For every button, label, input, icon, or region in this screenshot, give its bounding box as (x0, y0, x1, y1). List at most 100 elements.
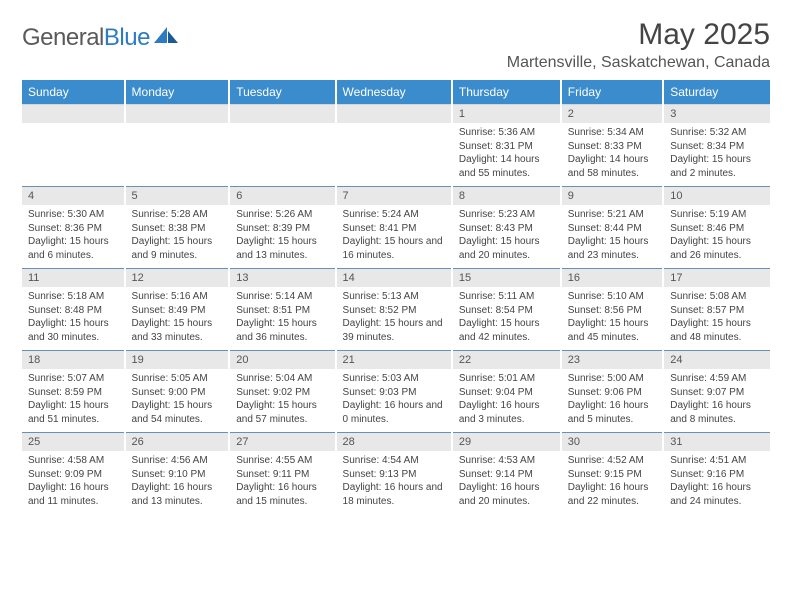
sunrise-line: Sunrise: 4:58 AM (28, 454, 118, 468)
sunset-line: Sunset: 8:52 PM (343, 304, 445, 318)
day-content-cell: Sunrise: 5:10 AMSunset: 8:56 PMDaylight:… (561, 287, 664, 351)
day-number-cell: 29 (452, 433, 561, 452)
daylight-line: Daylight: 15 hours and 33 minutes. (132, 317, 223, 344)
calendar-body: 123Sunrise: 5:36 AMSunset: 8:31 PMDaylig… (22, 105, 770, 515)
sunset-line: Sunset: 8:36 PM (28, 222, 118, 236)
sunrise-line: Sunrise: 5:16 AM (132, 290, 223, 304)
sunrise-line: Sunrise: 5:36 AM (459, 126, 554, 140)
logo: GeneralBlue (22, 18, 180, 52)
sunset-line: Sunset: 8:49 PM (132, 304, 223, 318)
day-content-row: Sunrise: 4:58 AMSunset: 9:09 PMDaylight:… (22, 451, 770, 514)
sunrise-line: Sunrise: 5:01 AM (459, 372, 554, 386)
sunset-line: Sunset: 9:13 PM (343, 468, 445, 482)
day-number-cell: 4 (22, 187, 125, 206)
day-number-cell: 26 (125, 433, 230, 452)
sunset-line: Sunset: 9:16 PM (670, 468, 764, 482)
weekday-header-row: Sunday Monday Tuesday Wednesday Thursday… (22, 80, 770, 105)
weekday-header: Tuesday (229, 80, 335, 105)
daylight-line: Daylight: 16 hours and 20 minutes. (459, 481, 554, 508)
sunrise-line: Sunrise: 4:56 AM (132, 454, 223, 468)
daylight-line: Daylight: 15 hours and 26 minutes. (670, 235, 764, 262)
day-number-cell: 5 (125, 187, 230, 206)
day-number-cell: 30 (561, 433, 664, 452)
day-content-cell: Sunrise: 5:05 AMSunset: 9:00 PMDaylight:… (125, 369, 230, 433)
sunset-line: Sunset: 8:39 PM (236, 222, 328, 236)
day-number-cell: 13 (229, 269, 335, 288)
day-content-cell: Sunrise: 5:24 AMSunset: 8:41 PMDaylight:… (336, 205, 452, 269)
day-content-cell: Sunrise: 4:58 AMSunset: 9:09 PMDaylight:… (22, 451, 125, 514)
day-content-cell: Sunrise: 5:14 AMSunset: 8:51 PMDaylight:… (229, 287, 335, 351)
day-content-cell: Sunrise: 5:28 AMSunset: 8:38 PMDaylight:… (125, 205, 230, 269)
sunrise-line: Sunrise: 4:59 AM (670, 372, 764, 386)
sunrise-line: Sunrise: 5:18 AM (28, 290, 118, 304)
sunset-line: Sunset: 9:06 PM (568, 386, 657, 400)
sunset-line: Sunset: 9:15 PM (568, 468, 657, 482)
day-number-cell (229, 105, 335, 124)
day-number-cell: 14 (336, 269, 452, 288)
weekday-header: Wednesday (336, 80, 452, 105)
day-content-cell (336, 123, 452, 187)
sunset-line: Sunset: 8:38 PM (132, 222, 223, 236)
day-number-row: 11121314151617 (22, 269, 770, 288)
day-content-cell: Sunrise: 5:01 AMSunset: 9:04 PMDaylight:… (452, 369, 561, 433)
day-content-cell (22, 123, 125, 187)
sunset-line: Sunset: 9:14 PM (459, 468, 554, 482)
day-content-cell: Sunrise: 5:30 AMSunset: 8:36 PMDaylight:… (22, 205, 125, 269)
sunset-line: Sunset: 8:59 PM (28, 386, 118, 400)
sunset-line: Sunset: 8:31 PM (459, 140, 554, 154)
day-number-cell (22, 105, 125, 124)
day-content-cell: Sunrise: 5:21 AMSunset: 8:44 PMDaylight:… (561, 205, 664, 269)
day-number-row: 123 (22, 105, 770, 124)
sunrise-line: Sunrise: 4:52 AM (568, 454, 657, 468)
daylight-line: Daylight: 15 hours and 2 minutes. (670, 153, 764, 180)
sunrise-line: Sunrise: 5:11 AM (459, 290, 554, 304)
day-content-cell: Sunrise: 5:04 AMSunset: 9:02 PMDaylight:… (229, 369, 335, 433)
day-content-cell: Sunrise: 5:32 AMSunset: 8:34 PMDaylight:… (663, 123, 770, 187)
day-number-row: 45678910 (22, 187, 770, 206)
day-content-cell: Sunrise: 5:00 AMSunset: 9:06 PMDaylight:… (561, 369, 664, 433)
day-content-cell: Sunrise: 4:59 AMSunset: 9:07 PMDaylight:… (663, 369, 770, 433)
day-number-cell: 31 (663, 433, 770, 452)
day-content-row: Sunrise: 5:30 AMSunset: 8:36 PMDaylight:… (22, 205, 770, 269)
sunrise-line: Sunrise: 5:10 AM (568, 290, 657, 304)
sunrise-line: Sunrise: 4:53 AM (459, 454, 554, 468)
sunrise-line: Sunrise: 5:04 AM (236, 372, 328, 386)
sunset-line: Sunset: 9:10 PM (132, 468, 223, 482)
sunrise-line: Sunrise: 5:05 AM (132, 372, 223, 386)
daylight-line: Daylight: 15 hours and 54 minutes. (132, 399, 223, 426)
day-content-cell: Sunrise: 5:16 AMSunset: 8:49 PMDaylight:… (125, 287, 230, 351)
day-content-cell: Sunrise: 5:26 AMSunset: 8:39 PMDaylight:… (229, 205, 335, 269)
daylight-line: Daylight: 15 hours and 6 minutes. (28, 235, 118, 262)
daylight-line: Daylight: 15 hours and 42 minutes. (459, 317, 554, 344)
daylight-line: Daylight: 16 hours and 0 minutes. (343, 399, 445, 426)
daylight-line: Daylight: 15 hours and 57 minutes. (236, 399, 328, 426)
sunset-line: Sunset: 8:57 PM (670, 304, 764, 318)
day-number-cell: 27 (229, 433, 335, 452)
daylight-line: Daylight: 15 hours and 39 minutes. (343, 317, 445, 344)
sunrise-line: Sunrise: 5:23 AM (459, 208, 554, 222)
daylight-line: Daylight: 15 hours and 45 minutes. (568, 317, 657, 344)
daylight-line: Daylight: 15 hours and 48 minutes. (670, 317, 764, 344)
sunrise-line: Sunrise: 5:34 AM (568, 126, 657, 140)
day-content-cell (229, 123, 335, 187)
day-number-cell: 22 (452, 351, 561, 370)
day-number-cell: 8 (452, 187, 561, 206)
sunrise-line: Sunrise: 5:14 AM (236, 290, 328, 304)
day-content-cell: Sunrise: 5:19 AMSunset: 8:46 PMDaylight:… (663, 205, 770, 269)
day-number-cell: 21 (336, 351, 452, 370)
sunset-line: Sunset: 8:54 PM (459, 304, 554, 318)
day-number-cell: 1 (452, 105, 561, 124)
sunset-line: Sunset: 8:43 PM (459, 222, 554, 236)
day-content-cell: Sunrise: 5:36 AMSunset: 8:31 PMDaylight:… (452, 123, 561, 187)
weekday-header: Monday (125, 80, 230, 105)
location-subtitle: Martensville, Saskatchewan, Canada (507, 54, 770, 72)
daylight-line: Daylight: 14 hours and 55 minutes. (459, 153, 554, 180)
daylight-line: Daylight: 16 hours and 11 minutes. (28, 481, 118, 508)
sunset-line: Sunset: 8:48 PM (28, 304, 118, 318)
sunrise-line: Sunrise: 4:55 AM (236, 454, 328, 468)
daylight-line: Daylight: 15 hours and 36 minutes. (236, 317, 328, 344)
sunrise-line: Sunrise: 5:03 AM (343, 372, 445, 386)
header: GeneralBlue May 2025 Martensville, Saska… (22, 18, 770, 72)
daylight-line: Daylight: 16 hours and 5 minutes. (568, 399, 657, 426)
day-content-cell: Sunrise: 5:07 AMSunset: 8:59 PMDaylight:… (22, 369, 125, 433)
